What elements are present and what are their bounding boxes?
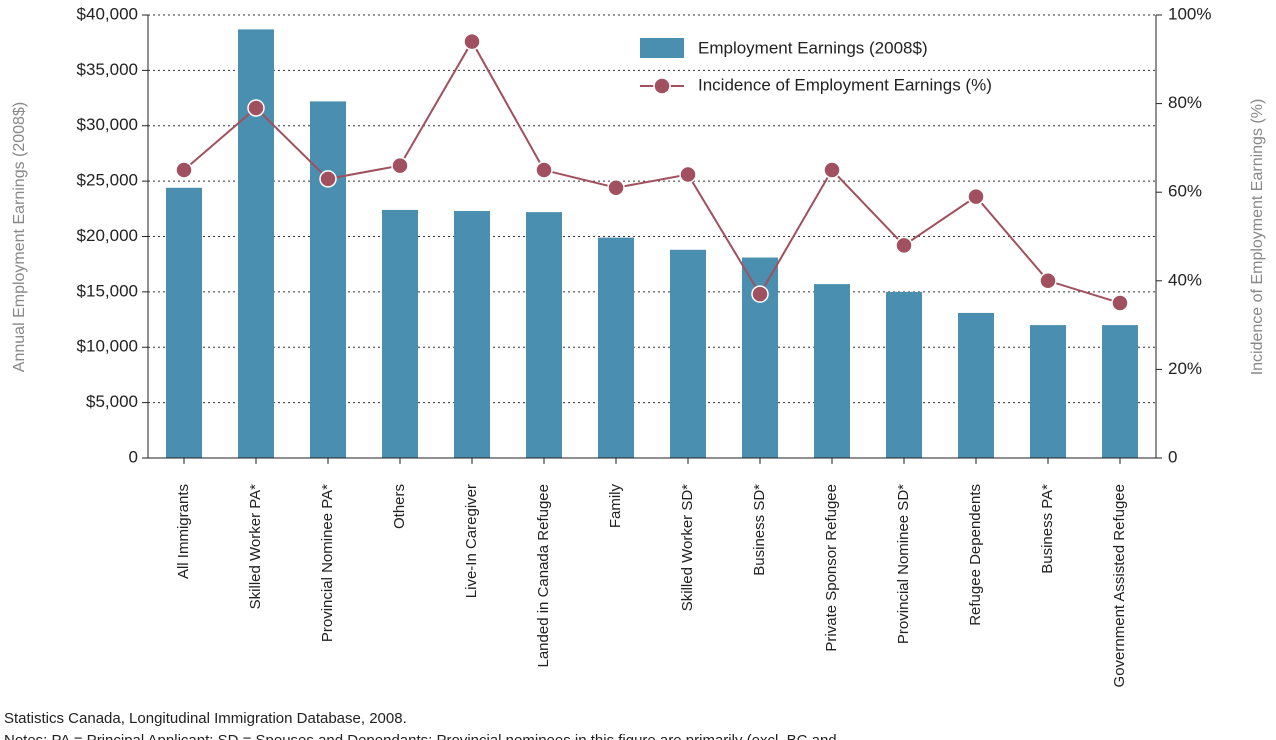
bar	[454, 211, 490, 458]
bar	[526, 212, 562, 458]
x-tick-label: All Immigrants	[175, 484, 192, 579]
bar	[670, 249, 706, 458]
y-tick-label: $20,000	[77, 226, 138, 245]
legend-marker	[653, 77, 671, 95]
bar	[958, 312, 994, 458]
x-tick-label: Skilled Worker PA*	[247, 484, 264, 609]
bar	[382, 209, 418, 458]
line-marker	[391, 156, 409, 175]
bar	[238, 29, 274, 459]
y-tick-label: $15,000	[77, 281, 138, 300]
x-tick-label: Family	[607, 484, 624, 529]
x-tick-label: Private Sponsor Refugee	[823, 484, 840, 652]
notes: Notes: PA = Principal Applicant; SD = Sp…	[4, 732, 837, 740]
y2-tick-label: 20%	[1168, 359, 1202, 378]
bar	[598, 237, 634, 458]
line-marker	[175, 161, 193, 179]
bar	[1102, 325, 1138, 458]
bar	[814, 284, 850, 458]
y2-axis-title: Incidence of Employment Earnings (%)	[1249, 99, 1266, 376]
y-tick-label: $5,000	[86, 392, 138, 411]
line	[183, 39, 1121, 304]
y2-tick-label: 80%	[1168, 93, 1202, 112]
bar	[166, 187, 202, 458]
y-tick-label: 0	[129, 447, 138, 466]
legend-swatch	[640, 38, 684, 58]
line-marker	[463, 32, 481, 51]
y-tick-label: $25,000	[77, 171, 138, 190]
x-tick-label: Others	[391, 484, 408, 529]
line-marker	[895, 236, 913, 255]
x-tick-label: Refugee Dependents	[967, 484, 984, 626]
y2-tick-label: 40%	[1168, 270, 1202, 289]
source-note: Statistics Canada, Longitudinal Immigrat…	[4, 710, 407, 727]
x-tick-label: Landed in Canada Refugee	[535, 484, 552, 668]
x-tick-label: Business SD*	[751, 484, 768, 576]
y-tick-label: $10,000	[77, 337, 138, 356]
line-marker	[1039, 272, 1057, 290]
x-tick-label: Provincial Nominee SD*	[895, 484, 912, 644]
line-marker	[247, 99, 265, 117]
line-marker	[607, 179, 625, 197]
line-marker	[967, 187, 985, 206]
bar	[1030, 325, 1066, 458]
line-marker	[679, 165, 697, 184]
y2-tick-label: 60%	[1168, 182, 1202, 201]
x-tick-label: Government Assisted Refugee	[1111, 484, 1128, 687]
legend-label: Incidence of Employment Earnings (%)	[698, 75, 992, 94]
line-marker	[751, 285, 769, 303]
y2-tick-label: 100%	[1168, 4, 1211, 23]
y-tick-label: $40,000	[77, 4, 138, 23]
line-marker	[535, 161, 553, 179]
line-marker	[823, 161, 841, 179]
line-marker	[1111, 294, 1129, 312]
legend-label: Employment Earnings (2008$)	[698, 38, 928, 57]
x-tick-label: Live-In Caregiver	[463, 484, 480, 598]
line-marker	[319, 170, 337, 188]
x-tick-label: Skilled Worker SD*	[679, 484, 696, 611]
y-tick-label: $30,000	[77, 115, 138, 134]
x-tick-label: Business PA*	[1039, 484, 1056, 574]
bar	[310, 101, 346, 458]
y-tick-label: $35,000	[77, 60, 138, 79]
y2-tick-label: 0	[1168, 447, 1177, 466]
bar	[886, 291, 922, 458]
x-tick-label: Provincial Nominee PA*	[319, 484, 336, 642]
y-axis-title: Annual Employment Earnings (2008$)	[11, 102, 28, 372]
